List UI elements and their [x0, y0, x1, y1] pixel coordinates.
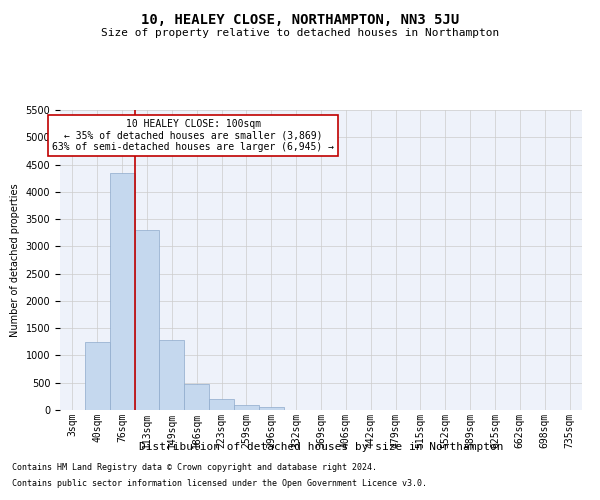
Bar [259, 406, 284, 410]
Bar [134, 230, 160, 410]
Text: Distribution of detached houses by size in Northampton: Distribution of detached houses by size … [139, 442, 503, 452]
Text: Contains HM Land Registry data © Crown copyright and database right 2024.: Contains HM Land Registry data © Crown c… [12, 464, 377, 472]
Text: Contains public sector information licensed under the Open Government Licence v3: Contains public sector information licen… [12, 478, 427, 488]
Bar [209, 399, 234, 410]
Text: 10 HEALEY CLOSE: 100sqm
← 35% of detached houses are smaller (3,869)
63% of semi: 10 HEALEY CLOSE: 100sqm ← 35% of detache… [52, 119, 334, 152]
Y-axis label: Number of detached properties: Number of detached properties [10, 183, 20, 337]
Bar [85, 342, 110, 410]
Bar [184, 384, 209, 410]
Bar [110, 172, 134, 410]
Bar [160, 340, 184, 410]
Bar [234, 404, 259, 410]
Text: 10, HEALEY CLOSE, NORTHAMPTON, NN3 5JU: 10, HEALEY CLOSE, NORTHAMPTON, NN3 5JU [141, 12, 459, 26]
Text: Size of property relative to detached houses in Northampton: Size of property relative to detached ho… [101, 28, 499, 38]
